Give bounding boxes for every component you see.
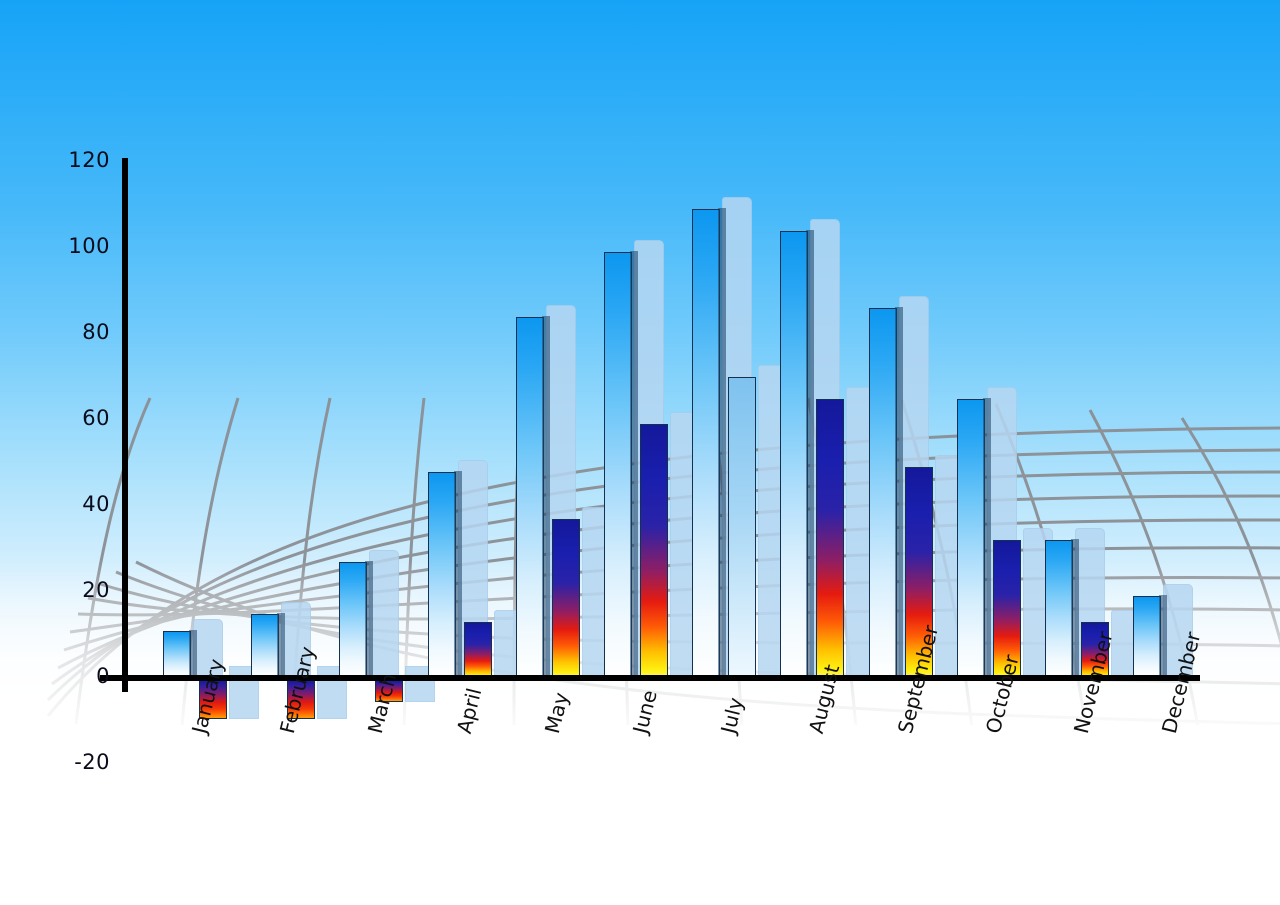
bar-series2-april[interactable]: [463, 622, 492, 678]
bar-top-cap-series1: [894, 307, 903, 678]
bar-series1-november[interactable]: [1045, 540, 1073, 678]
bar-series2-may[interactable]: [551, 518, 580, 678]
bar-series1-july[interactable]: [692, 209, 721, 678]
bar-series1-october[interactable]: [956, 398, 985, 678]
y-tick-label-40: 40: [82, 492, 110, 516]
bar-series1-december[interactable]: [1133, 596, 1162, 678]
bar-series2-january[interactable]: [199, 680, 227, 719]
bar-series1-february[interactable]: [251, 613, 280, 678]
bar-top-cap-series1: [541, 315, 550, 678]
bar-series1-april[interactable]: [427, 471, 456, 678]
bar-top-cap-series1: [365, 560, 374, 678]
bar-series1-january[interactable]: [163, 630, 191, 678]
bar-series2-september[interactable]: [904, 467, 933, 678]
y-tick-label-80: 80: [82, 320, 110, 344]
bar-shadow-series1: [193, 618, 223, 680]
bar-top-cap-series1: [453, 470, 462, 678]
y-tick-label--20: -20: [74, 750, 110, 774]
x-axis-zero-line: [100, 675, 1200, 681]
y-tick-label-0: 0: [96, 664, 110, 688]
bar-shadow-series1: [369, 549, 400, 680]
bar-top-cap-series1: [277, 612, 286, 678]
bar-shadow-series2: [229, 666, 259, 719]
y-tick-label-120: 120: [68, 148, 110, 172]
bar-series2-october[interactable]: [992, 540, 1021, 678]
y-tick-label-20: 20: [82, 578, 110, 602]
bar-series2-november[interactable]: [1081, 622, 1109, 678]
bar-series2-july[interactable]: [728, 377, 757, 678]
y-tick-label-60: 60: [82, 406, 110, 430]
bar-top-cap-series1: [630, 251, 638, 678]
bar-series1-june[interactable]: [604, 252, 632, 678]
bar-top-cap-series1: [1071, 539, 1079, 678]
bar-top-cap-series1: [982, 397, 991, 678]
bar-series1-may[interactable]: [515, 316, 544, 678]
bar-series2-june[interactable]: [640, 424, 668, 678]
bar-series1-september[interactable]: [868, 308, 897, 678]
bar-series1-august[interactable]: [780, 230, 809, 678]
bar-top-cap-series1: [806, 229, 815, 678]
bar-top-cap-series1: [718, 208, 727, 678]
bar-series1-march[interactable]: [339, 561, 368, 678]
bar-top-cap-series1: [189, 629, 197, 678]
bar-series2-february[interactable]: [287, 680, 316, 719]
y-tick-label-100: 100: [68, 234, 110, 258]
bar-top-cap-series1: [1159, 595, 1168, 678]
y-axis-line: [122, 158, 128, 692]
bar-series2-august[interactable]: [816, 398, 845, 678]
